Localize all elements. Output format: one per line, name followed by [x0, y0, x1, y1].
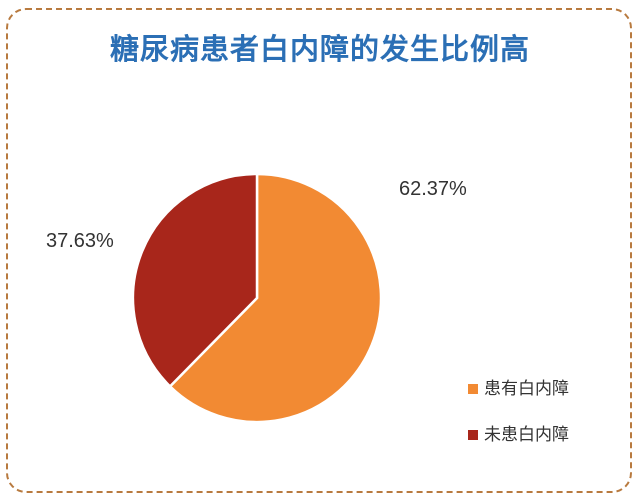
- legend-label: 患有白内障: [484, 379, 569, 399]
- chart-title: 糖尿病患者白内障的发生比例高: [109, 32, 530, 66]
- slice-label-with-cataract: 62.37%: [399, 178, 467, 200]
- dashed-frame: [6, 8, 632, 493]
- slice-with-cataract: [168, 172, 383, 424]
- legend-swatch: [468, 384, 478, 394]
- slice-label-without-cataract: 37.63%: [46, 230, 114, 252]
- slice-without-cataract: [131, 172, 259, 389]
- legend-label: 未患白内障: [484, 425, 569, 445]
- legend-swatch: [468, 430, 478, 440]
